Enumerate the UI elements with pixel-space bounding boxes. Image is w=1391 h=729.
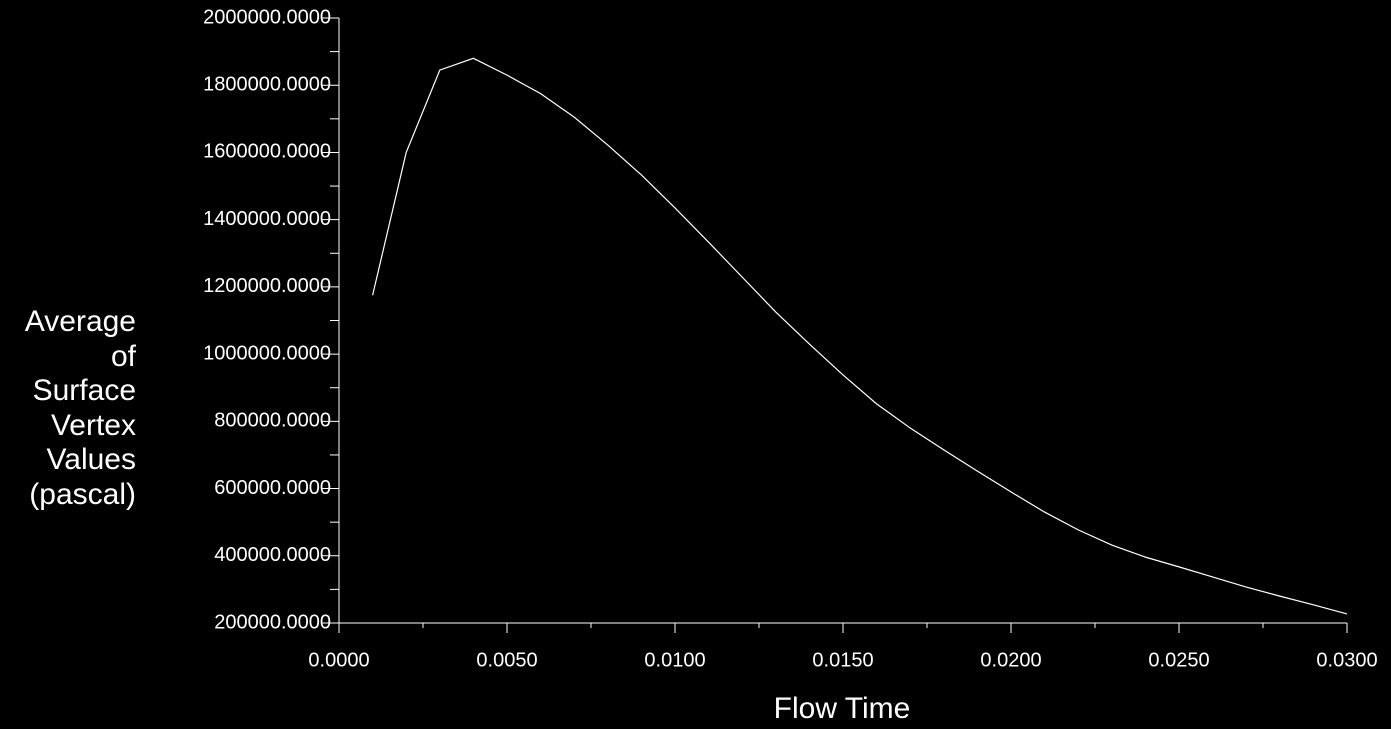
y-tick-label: 2000000.0000 [203, 6, 331, 28]
y-tick-label: 1600000.0000 [203, 141, 331, 163]
data-line [372, 57, 1348, 615]
y-tick-label: 600000.0000 [214, 477, 331, 499]
y-tick-label: 1000000.0000 [203, 342, 331, 364]
x-tick-label: 0.0150 [812, 649, 873, 671]
y-tick-label: 1200000.0000 [203, 275, 331, 297]
x-tick-label: 0.0250 [1148, 649, 1209, 671]
x-axis-label: Flow Time [774, 692, 911, 725]
x-tick-label: 0.0300 [1316, 649, 1377, 671]
x-tick-label: 0.0050 [476, 649, 537, 671]
y-tick-label: 800000.0000 [214, 410, 331, 432]
y-tick-label: 200000.0000 [214, 611, 331, 633]
y-tick-label: 400000.0000 [214, 544, 331, 566]
y-tick-label: 1400000.0000 [203, 208, 331, 230]
x-tick-label: 0.0100 [644, 649, 705, 671]
y-tick-label: 1800000.0000 [203, 74, 331, 96]
y-axis-label: Average of Surface Vertex Values (pascal… [24, 305, 136, 511]
x-tick-label: 0.0000 [308, 649, 369, 671]
x-tick-label: 0.0200 [980, 649, 1041, 671]
